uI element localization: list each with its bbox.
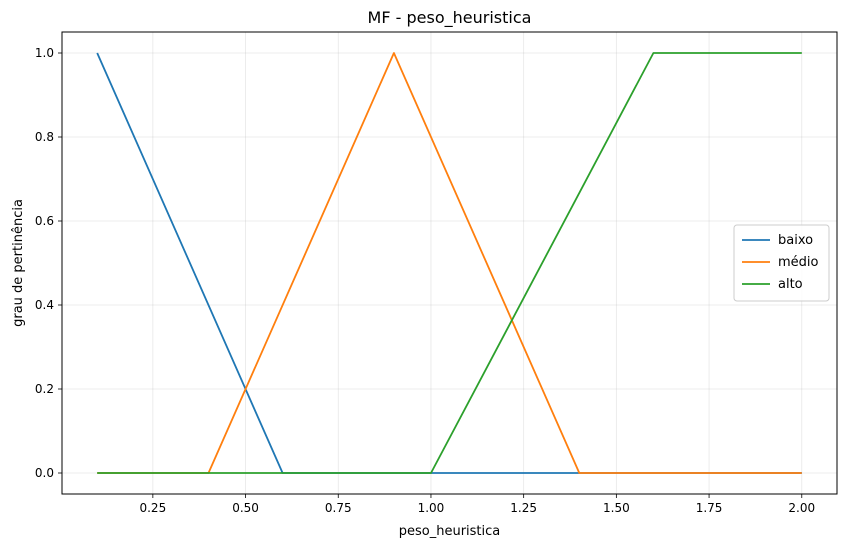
x-tick-label: 0.50 (232, 501, 259, 515)
legend-label: médio (778, 255, 819, 270)
axes-frame (61, 31, 838, 495)
y-axis-label: grau de pertinência (11, 199, 26, 327)
series-line-baixo (96, 52, 802, 474)
y-tick-label: 0.0 (35, 466, 54, 480)
y-tick-label: 0.8 (35, 130, 54, 144)
x-tick-label: 1.00 (418, 501, 445, 515)
chart-title: MF - peso_heuristica (368, 8, 532, 28)
y-ticks: 0.0 0.2 0.4 0.6 0.8 1.0 (35, 46, 62, 480)
legend-label: baixo (778, 233, 813, 248)
legend: baixo médio alto (733, 224, 830, 302)
series-line-alto (97, 52, 802, 474)
y-tick-label: 0.4 (35, 298, 54, 312)
y-tick-label: 0.2 (35, 382, 54, 396)
y-tick-label: 1.0 (35, 46, 54, 60)
x-tick-label: 0.75 (325, 501, 352, 515)
y-tick-label: 0.6 (35, 214, 54, 228)
series-line-médio (97, 52, 802, 474)
grid (62, 32, 837, 494)
x-tick-label: 0.25 (139, 501, 166, 515)
x-axis-label: peso_heuristica (399, 524, 501, 539)
x-tick-label: 2.00 (788, 501, 815, 515)
x-ticks: 0.25 0.50 0.75 1.00 1.25 1.50 1.75 2.00 (139, 494, 815, 515)
x-tick-label: 1.25 (510, 501, 537, 515)
legend-box (733, 224, 830, 302)
x-tick-label: 1.50 (603, 501, 630, 515)
series-lines (96, 52, 802, 474)
legend-label: alto (778, 277, 803, 292)
x-tick-label: 1.75 (696, 501, 723, 515)
